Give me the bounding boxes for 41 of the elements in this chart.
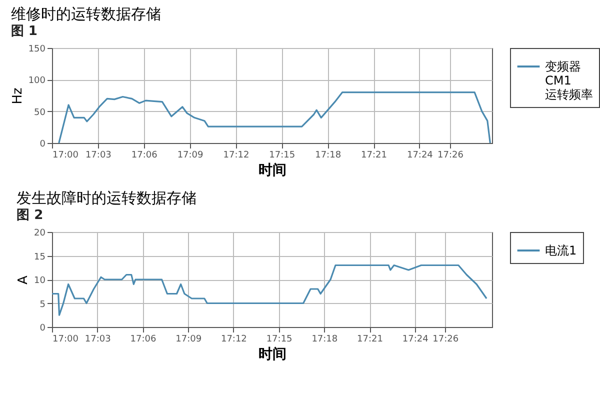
legend-label: 电流1 — [545, 244, 577, 258]
x-tick-label: 17:12 — [220, 334, 247, 344]
y-tick-label: 20 — [34, 228, 46, 238]
x-tick-label: 17:00 — [52, 150, 79, 160]
y-tick-label: 100 — [28, 76, 46, 86]
x-tick-label: 17:26 — [438, 150, 464, 160]
x-tick-label: 17:06 — [130, 334, 156, 344]
y-tick-label: 150 — [28, 44, 46, 54]
x-tick-label: 17:06 — [131, 150, 158, 160]
y-tick-label: 0 — [40, 140, 46, 150]
y-tick-label: 10 — [34, 276, 46, 286]
x-axis-title: 时间 — [258, 162, 286, 178]
y-axis-title: A — [16, 275, 32, 284]
x-tick-label: 17:09 — [177, 150, 204, 160]
x-axis-title: 时间 — [258, 346, 286, 362]
x-tick-label: 17:03 — [84, 334, 111, 344]
x-tick-label: 17:24 — [402, 334, 429, 344]
legend-label: 变频器 CM1 运转频率 — [545, 60, 593, 102]
x-tick-label: 17:09 — [176, 334, 202, 344]
x-tick-label: 17:18 — [315, 150, 342, 160]
x-tick-label: 17:03 — [85, 150, 112, 160]
chart-subtitle: 图 1 — [10, 24, 38, 39]
x-tick-label: 17:21 — [357, 334, 383, 344]
x-tick-label: 17:18 — [312, 334, 338, 344]
chart-subtitle: 图 2 — [16, 208, 44, 223]
line-series — [58, 92, 491, 144]
line-series — [51, 264, 488, 316]
y-tick-label: 0 — [40, 324, 46, 334]
chart-title: 发生故障时的运转数据存储 — [16, 189, 197, 207]
x-tick-label: 17:21 — [361, 150, 387, 160]
y-axis-title: Hz — [10, 88, 26, 104]
chart-title: 维修时的运转数据存储 — [10, 5, 161, 23]
x-tick-label: 17:26 — [432, 334, 459, 344]
x-tick-label: 17:15 — [269, 150, 296, 160]
x-tick-label: 17:15 — [266, 334, 292, 344]
y-tick-label: 50 — [34, 108, 46, 118]
x-tick-label: 17:24 — [406, 150, 434, 160]
y-tick-label: 5 — [40, 300, 46, 310]
x-tick-label: 17:00 — [52, 334, 79, 344]
x-tick-label: 17:12 — [223, 150, 250, 160]
y-tick-label: 15 — [34, 252, 46, 262]
